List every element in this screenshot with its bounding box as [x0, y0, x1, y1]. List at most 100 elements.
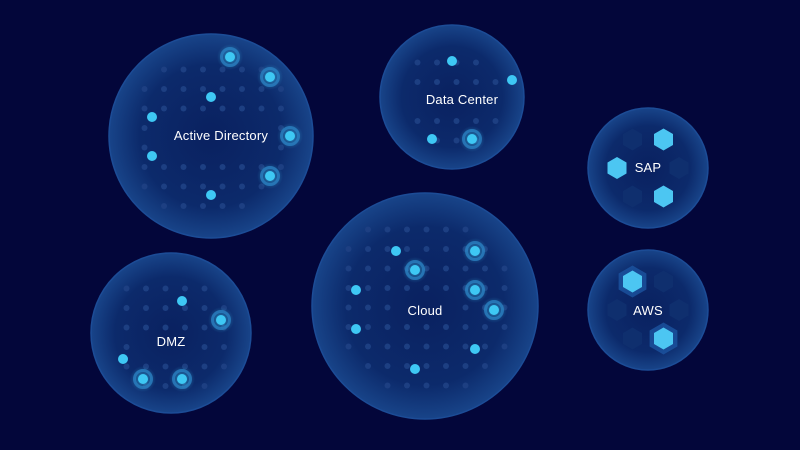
dot: [345, 324, 352, 330]
dot-active: [410, 364, 420, 374]
dot: [239, 86, 245, 92]
dot: [482, 343, 488, 350]
dot: [141, 183, 148, 190]
dot: [141, 105, 148, 112]
dot: [200, 164, 206, 170]
dot: [345, 304, 352, 311]
dot: [239, 105, 245, 112]
dot: [404, 226, 410, 233]
dot-active: [351, 324, 361, 334]
dot: [365, 246, 371, 252]
dot: [473, 79, 479, 85]
dot: [384, 324, 391, 330]
dot: [180, 164, 187, 170]
hexagon: [623, 128, 642, 151]
dot: [453, 118, 460, 124]
dot: [200, 86, 206, 92]
dot: [201, 305, 208, 311]
dot: [162, 363, 169, 370]
hexagon-active: [654, 185, 673, 208]
dot: [221, 344, 227, 350]
dot: [161, 203, 167, 209]
dot-ring: [465, 280, 485, 300]
dot: [404, 382, 410, 389]
dot: [423, 324, 430, 330]
dot: [384, 246, 391, 252]
dot-ring: [280, 126, 300, 146]
dot: [219, 86, 226, 92]
hexagon: [654, 270, 673, 293]
dot: [200, 66, 206, 73]
hexagon: [623, 185, 642, 208]
zone-label-aws: AWS: [633, 303, 663, 318]
dot: [239, 203, 245, 209]
dot: [384, 382, 391, 389]
dot: [404, 285, 410, 291]
zone-bubble: [587, 249, 709, 371]
dot: [345, 343, 352, 350]
dot: [182, 324, 188, 331]
dot: [278, 105, 284, 112]
zone-bubble: [587, 107, 709, 229]
hexagon: [623, 327, 642, 350]
hexagon-active: [654, 128, 673, 151]
hexagon-icon: [607, 265, 689, 355]
dot: [501, 343, 508, 350]
dot: [501, 285, 508, 291]
dot-active: [206, 92, 216, 102]
dot-active: [427, 134, 437, 144]
dot: [404, 363, 410, 369]
dot: [365, 343, 371, 350]
hexagon-active: [654, 327, 673, 350]
hexagon-active: [607, 157, 627, 179]
dot-ring: [260, 67, 280, 87]
dot: [462, 363, 469, 369]
dot: [434, 79, 440, 85]
dot: [161, 164, 167, 170]
zone-cloud: Cloud: [311, 192, 539, 420]
dot: [182, 285, 188, 292]
dot: [141, 125, 148, 131]
dot: [414, 79, 421, 85]
dot: [258, 105, 265, 112]
dot: [123, 344, 130, 350]
hexagon-active: [623, 270, 642, 293]
dot-active: [410, 265, 420, 275]
dot: [123, 324, 130, 331]
dot: [443, 382, 449, 389]
dot: [219, 203, 226, 209]
dot: [123, 363, 130, 370]
dot-active: [391, 246, 401, 256]
dot: [239, 66, 245, 73]
dot: [492, 118, 499, 124]
dot-ring: [260, 166, 280, 186]
dot: [201, 344, 208, 350]
dot: [345, 265, 352, 272]
dot-active: [265, 72, 275, 82]
dot: [200, 183, 206, 190]
dot: [180, 66, 187, 73]
zone-active-directory: Active Directory: [108, 33, 314, 239]
dot: [473, 118, 479, 124]
dot: [365, 363, 371, 369]
dot: [201, 324, 208, 331]
dot: [384, 304, 391, 311]
dot: [239, 183, 245, 190]
zone-aws: AWS: [587, 249, 709, 371]
dot: [219, 183, 226, 190]
hexagon-icon: [607, 128, 689, 208]
dot: [423, 246, 430, 252]
dot-active: [351, 285, 361, 295]
dot: [161, 86, 167, 92]
dot: [201, 285, 208, 292]
dot: [453, 79, 460, 85]
dot-ring: [220, 47, 240, 67]
dot: [501, 265, 508, 272]
dot: [123, 305, 130, 311]
dot: [404, 343, 410, 350]
dot: [201, 383, 208, 389]
dot-active: [138, 374, 148, 384]
dot-grid-icon: [414, 56, 517, 152]
dot: [443, 343, 449, 350]
zone-label-data-center: Data Center: [426, 92, 499, 107]
